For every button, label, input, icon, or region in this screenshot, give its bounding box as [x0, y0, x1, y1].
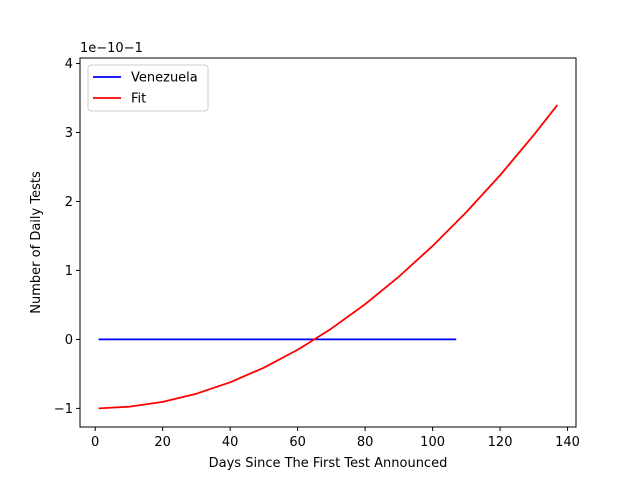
- x-tick-label: 100: [420, 435, 445, 450]
- axes-frame: [79, 57, 577, 428]
- y-tick-label: 3: [65, 126, 73, 141]
- x-tick-label: 80: [357, 435, 374, 450]
- legend-label-venezuela: Venezuela: [131, 71, 198, 86]
- legend-label-fit: Fit: [131, 92, 146, 107]
- x-tick-label: 60: [289, 435, 306, 450]
- x-tick-label: 120: [488, 435, 513, 450]
- y-tick-label: 4: [65, 57, 73, 72]
- y-tick-label: −1: [54, 402, 73, 417]
- x-axis-ticks: 0 20 40 60 80 100 120 140: [91, 427, 580, 450]
- x-tick-label: 140: [555, 435, 580, 450]
- plot-lines: [98, 104, 559, 410]
- x-tick-label: 40: [222, 435, 239, 450]
- y-tick-label: 1: [65, 264, 73, 279]
- y-axis-ticks: −1 0 1 2 3 4: [54, 57, 80, 417]
- y-axis-scale-label: 1e−10−1: [80, 41, 143, 56]
- legend: Venezuela Fit: [87, 64, 209, 112]
- y-axis-label: Number of Daily Tests: [29, 171, 44, 314]
- x-axis-label: Days Since The First Test Announced: [209, 456, 448, 471]
- series-line-fit: [98, 104, 559, 410]
- x-tick-label: 0: [91, 435, 99, 450]
- x-tick-label: 20: [154, 435, 171, 450]
- y-tick-label: 2: [65, 195, 73, 210]
- y-tick-label: 0: [65, 333, 73, 348]
